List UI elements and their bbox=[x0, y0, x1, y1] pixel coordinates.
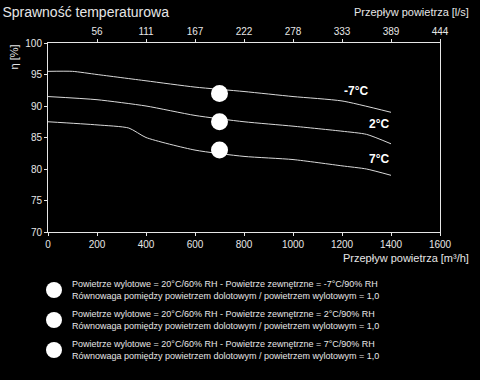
svg-text:Powietrze wylotowe = 20°C/60%: Powietrze wylotowe = 20°C/60% RH - Powie… bbox=[72, 309, 379, 331]
svg-text:90: 90 bbox=[31, 101, 43, 112]
svg-text:389: 389 bbox=[383, 26, 400, 37]
svg-text:444: 444 bbox=[432, 26, 449, 37]
svg-text:95: 95 bbox=[31, 69, 43, 80]
svg-text:1200: 1200 bbox=[331, 239, 354, 250]
svg-text:333: 333 bbox=[334, 26, 351, 37]
svg-text:80: 80 bbox=[31, 164, 43, 175]
svg-text:400: 400 bbox=[138, 239, 155, 250]
svg-text:70: 70 bbox=[31, 227, 43, 238]
svg-text:1600: 1600 bbox=[429, 239, 452, 250]
svg-text:85: 85 bbox=[31, 132, 43, 143]
svg-text:1000: 1000 bbox=[282, 239, 305, 250]
svg-text:200: 200 bbox=[89, 239, 106, 250]
svg-text:222: 222 bbox=[236, 26, 253, 37]
svg-text:167: 167 bbox=[187, 26, 204, 37]
svg-text:75: 75 bbox=[31, 195, 43, 206]
svg-text:800: 800 bbox=[236, 239, 253, 250]
svg-text:56: 56 bbox=[91, 26, 103, 37]
svg-text:2°C: 2°C bbox=[369, 117, 389, 131]
svg-text:Sprawność temperaturowa: Sprawność temperaturowa bbox=[2, 4, 169, 20]
svg-text:7°C: 7°C bbox=[369, 152, 389, 166]
svg-text:100: 100 bbox=[25, 38, 42, 49]
svg-text:0: 0 bbox=[45, 239, 51, 250]
svg-text:Powietrze wylotowe = 20°C/60%: Powietrze wylotowe = 20°C/60% RH - Powie… bbox=[72, 339, 379, 361]
svg-text:Powietrze wylotowe = 20°C/60%: Powietrze wylotowe = 20°C/60% RH - Powie… bbox=[72, 279, 379, 301]
svg-text:111: 111 bbox=[138, 26, 154, 37]
svg-text:Przepływ powietrza [m³/h]: Przepływ powietrza [m³/h] bbox=[343, 252, 469, 264]
svg-text:-7°C: -7°C bbox=[344, 84, 368, 98]
svg-text:η [%]: η [%] bbox=[8, 44, 20, 69]
svg-text:1400: 1400 bbox=[380, 239, 403, 250]
svg-text:Przepływ powietrza [l/s]: Przepływ powietrza [l/s] bbox=[354, 6, 469, 18]
svg-text:600: 600 bbox=[187, 239, 204, 250]
svg-text:278: 278 bbox=[285, 26, 302, 37]
